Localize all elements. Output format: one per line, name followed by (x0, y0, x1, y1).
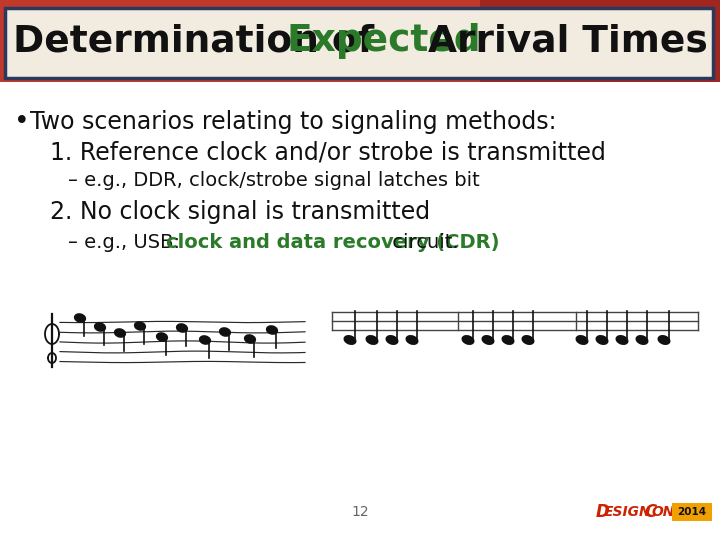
Text: ON: ON (652, 505, 675, 519)
Ellipse shape (658, 336, 670, 345)
Bar (0, 0, 720, 82)
Ellipse shape (616, 336, 628, 345)
Text: 2014: 2014 (678, 507, 706, 517)
Ellipse shape (176, 324, 187, 332)
Ellipse shape (114, 329, 125, 337)
Ellipse shape (245, 335, 256, 343)
Ellipse shape (94, 323, 105, 331)
Ellipse shape (156, 333, 168, 341)
Ellipse shape (366, 336, 378, 345)
Ellipse shape (406, 336, 418, 345)
Ellipse shape (576, 336, 588, 345)
Text: •: • (14, 109, 30, 135)
Ellipse shape (344, 336, 356, 345)
Ellipse shape (75, 314, 86, 322)
Ellipse shape (135, 322, 145, 330)
Text: 12: 12 (351, 505, 369, 519)
Text: ESIGN: ESIGN (604, 505, 652, 519)
Text: D: D (596, 503, 610, 521)
Bar (480, 0, 720, 82)
Text: Arrival Times: Arrival Times (415, 23, 707, 59)
Ellipse shape (596, 336, 608, 345)
Text: Expected: Expected (286, 23, 481, 59)
Ellipse shape (522, 336, 534, 345)
Text: Two scenarios relating to signaling methods:: Two scenarios relating to signaling meth… (30, 110, 557, 134)
Ellipse shape (266, 326, 277, 334)
Bar (672, 503, 712, 521)
Ellipse shape (482, 336, 494, 345)
Ellipse shape (502, 336, 514, 345)
Ellipse shape (220, 328, 230, 336)
Text: 1. Reference clock and/or strobe is transmitted: 1. Reference clock and/or strobe is tran… (50, 140, 606, 164)
Text: C: C (644, 503, 656, 521)
FancyBboxPatch shape (5, 8, 713, 78)
Ellipse shape (199, 336, 210, 344)
Ellipse shape (636, 336, 648, 345)
Text: circuit.: circuit. (385, 233, 458, 252)
Text: – e.g., DDR, clock/strobe signal latches bit: – e.g., DDR, clock/strobe signal latches… (68, 171, 480, 190)
Ellipse shape (462, 336, 474, 345)
Ellipse shape (386, 336, 398, 345)
Text: 2. No clock signal is transmitted: 2. No clock signal is transmitted (50, 200, 430, 224)
Text: Determination of: Determination of (13, 23, 387, 59)
Text: clock and data recovery (CDR): clock and data recovery (CDR) (166, 233, 500, 252)
Text: – e.g., USB:: – e.g., USB: (68, 233, 186, 252)
